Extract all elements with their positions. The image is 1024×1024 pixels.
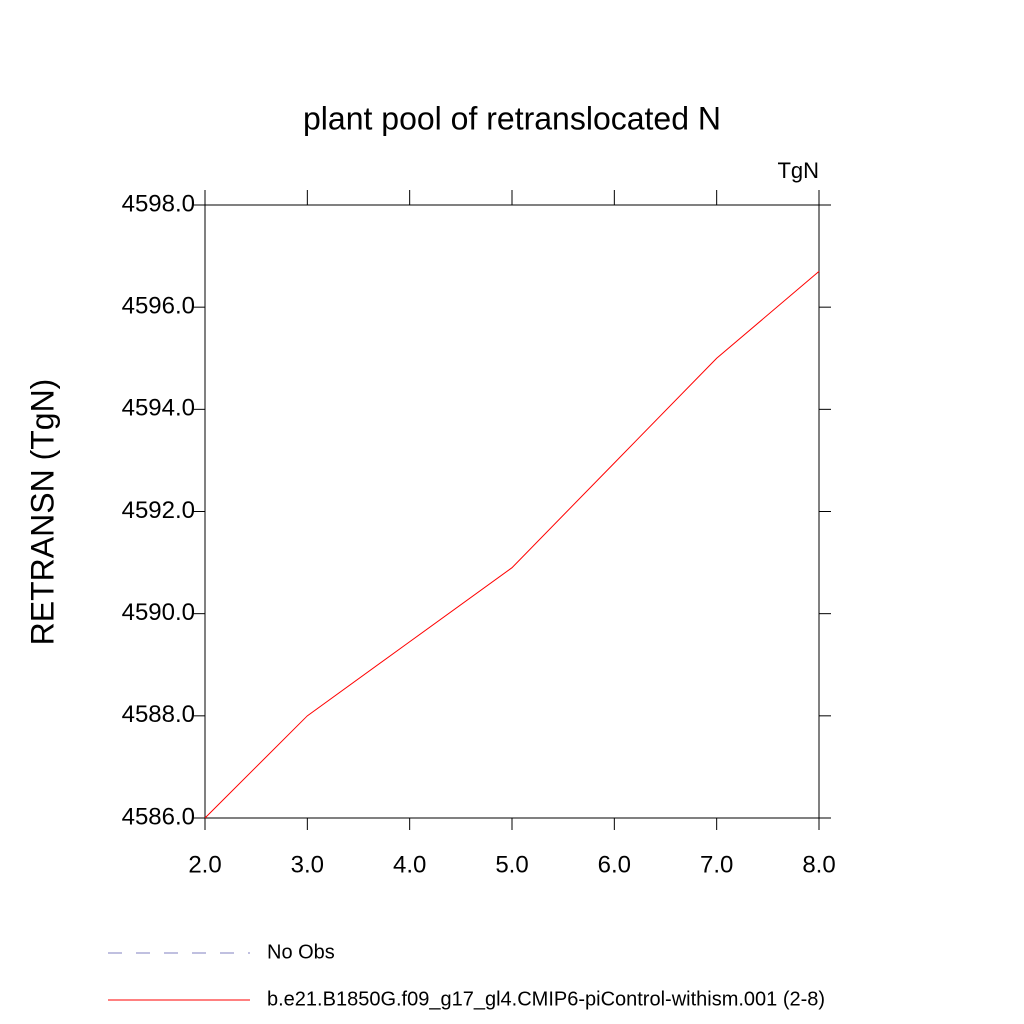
chart-title: plant pool of retranslocated N <box>303 100 721 136</box>
x-tick-label: 5.0 <box>495 851 528 878</box>
y-tick-label: 4590.0 <box>122 599 195 626</box>
y-tick-label: 4592.0 <box>122 497 195 524</box>
data-line <box>204 271 820 819</box>
x-tick-label: 2.0 <box>188 851 221 878</box>
y-tick-label: 4588.0 <box>122 701 195 728</box>
y-tick-label: 4596.0 <box>122 293 195 320</box>
x-tick-label: 8.0 <box>802 851 835 878</box>
y-tick-label: 4598.0 <box>122 190 195 217</box>
x-tick-label: 4.0 <box>393 851 426 878</box>
legend-label: No Obs <box>267 941 335 963</box>
y-tick-label: 4586.0 <box>122 803 195 830</box>
x-tick-label: 7.0 <box>700 851 733 878</box>
units-label: TgN <box>777 158 819 183</box>
x-tick-label: 3.0 <box>291 851 324 878</box>
y-tick-label: 4594.0 <box>122 395 195 422</box>
x-tick-label: 6.0 <box>598 851 631 878</box>
y-axis-label: RETRANSN (TgN) <box>24 379 60 646</box>
legend-label: b.e21.B1850G.f09_g17_gl4.CMIP6-piControl… <box>267 988 825 1010</box>
